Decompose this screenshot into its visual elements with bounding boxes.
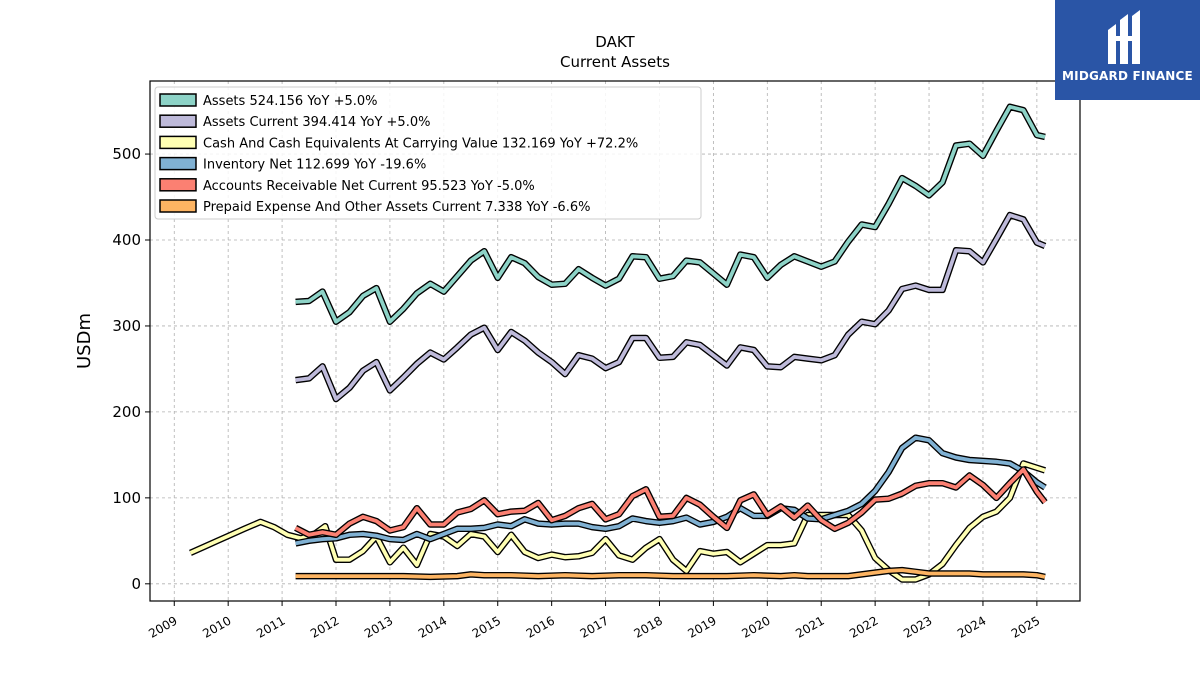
legend-swatch xyxy=(159,178,197,192)
x-tick-label: 2020 xyxy=(739,613,772,640)
legend-entry: Assets Current 394.414 YoY +5.0% xyxy=(159,114,430,130)
series-line-1 xyxy=(295,211,1047,403)
legend-box xyxy=(154,86,702,220)
brand-mark-icon xyxy=(1108,10,1140,64)
x-tick-label: 2019 xyxy=(685,613,718,640)
x-tick-label: 2025 xyxy=(1009,613,1042,640)
legend-swatch xyxy=(159,135,197,150)
legend-label: Assets Current 394.414 YoY +5.0% xyxy=(203,115,430,130)
y-axis-label: USDm xyxy=(74,313,95,369)
legend-label: Accounts Receivable Net Current 95.523 Y… xyxy=(203,179,535,194)
legend: Assets 524.156 YoY +5.0% Assets Current 3… xyxy=(154,86,702,220)
chart-title: DAKT xyxy=(595,33,635,51)
chart-subtitle: Current Assets xyxy=(560,53,670,71)
x-tick-label: 2013 xyxy=(362,613,395,640)
legend-entry: Prepaid Expense And Other Assets Current… xyxy=(159,199,590,215)
legend-entry: Accounts Receivable Net Current 95.523 Y… xyxy=(159,178,535,194)
legend-entry: Inventory Net 112.699 YoY -19.6% xyxy=(159,156,426,173)
legend-label: Cash And Cash Equivalents At Carrying Va… xyxy=(203,136,638,151)
x-tick-label: 2011 xyxy=(254,613,287,640)
series-line-5 xyxy=(295,566,1046,581)
legend-swatch xyxy=(159,114,197,128)
x-tick-label: 2022 xyxy=(847,613,880,640)
legend-label: Prepaid Expense And Other Assets Current… xyxy=(203,200,590,215)
x-tick-label: 2014 xyxy=(416,613,449,640)
x-tick-label: 2009 xyxy=(146,613,179,640)
y-tick-label: 400 xyxy=(112,231,141,249)
legend-entry: Cash And Cash Equivalents At Carrying Va… xyxy=(159,135,638,151)
x-tick-label: 2017 xyxy=(578,613,611,640)
legend-swatch xyxy=(159,93,197,107)
x-tick-label: 2015 xyxy=(470,613,503,640)
y-tick-label: 0 xyxy=(131,575,141,593)
series-line-0 xyxy=(295,103,1046,325)
legend-entry: Assets 524.156 YoY +5.0% xyxy=(159,93,378,109)
y-axis: 0 100 200 300 400 500 xyxy=(112,145,150,593)
x-tick-label: 2010 xyxy=(200,613,233,640)
plot-frame xyxy=(149,80,1081,602)
x-tick-label: 2018 xyxy=(632,613,665,640)
x-tick-label: 2012 xyxy=(308,613,341,640)
series-line-4 xyxy=(294,466,1048,539)
y-tick-label: 300 xyxy=(112,317,141,335)
x-tick-label: 2024 xyxy=(955,613,988,640)
legend-swatch xyxy=(159,156,197,171)
brand-name: MIDGARD FINANCE xyxy=(1062,69,1193,83)
series-line-2 xyxy=(189,460,1046,583)
x-tick-label: 2021 xyxy=(793,613,826,640)
legend-label: Assets 524.156 YoY +5.0% xyxy=(203,94,378,109)
x-tick-label: 2016 xyxy=(524,613,557,640)
legend-swatch xyxy=(159,199,197,213)
y-tick-label: 100 xyxy=(112,489,141,507)
y-tick-label: 500 xyxy=(112,145,141,163)
brand-logo: MIDGARD FINANCE xyxy=(1055,0,1200,100)
y-tick-label: 200 xyxy=(112,403,141,421)
x-tick-label: 2023 xyxy=(901,613,934,640)
series-lines xyxy=(189,103,1048,583)
x-axis: 2009 2010 2011 2012 2013 2014 2015 2016 2017 2018… xyxy=(146,601,1042,641)
legend-label: Inventory Net 112.699 YoY -19.6% xyxy=(203,158,426,173)
series-line-3 xyxy=(294,434,1047,547)
